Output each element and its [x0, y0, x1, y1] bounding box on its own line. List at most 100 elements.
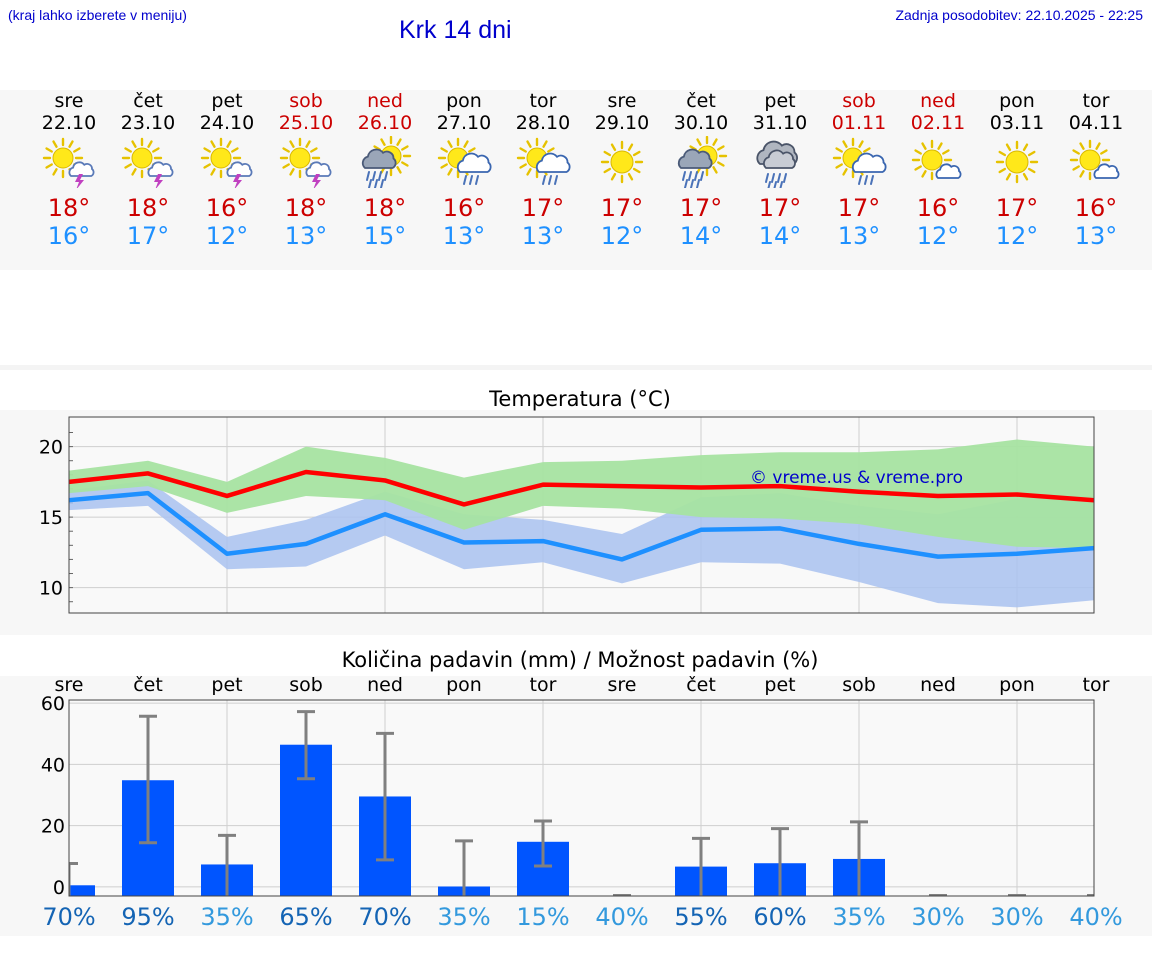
- y-tick-label: 10: [39, 578, 63, 600]
- x-tick-label: ned: [920, 674, 956, 696]
- precipitation-probability: 40%: [1069, 903, 1123, 931]
- sun-small-cloud-icon: [1069, 139, 1120, 181]
- day-column: sob 25.10 18° 13°: [266, 90, 346, 250]
- max-temperature-line: [68, 469, 1095, 507]
- day-column: čet 23.10 18° 17°: [108, 90, 188, 250]
- day-column: pet 24.10 16° 12°: [187, 90, 267, 250]
- min-temperature-line: [68, 490, 1095, 562]
- sun-cloud-thunder-icon: [121, 137, 174, 188]
- sun-icon: [995, 140, 1039, 184]
- cloud-sun-heavy-rain-icon: [677, 136, 728, 188]
- max-temperature: 18°: [363, 194, 407, 222]
- day-name: čet: [686, 90, 716, 112]
- y-tick-label: 20: [41, 816, 65, 838]
- day-date: 30.10: [673, 112, 729, 134]
- day-date: 24.10: [199, 112, 255, 134]
- dark-cloud-rain-icon: [756, 140, 798, 188]
- max-temperature: 16°: [205, 194, 249, 222]
- day-name: ned: [920, 90, 956, 112]
- sun-cloud-rain-icon: [516, 137, 571, 185]
- max-temperature: 18°: [47, 194, 91, 222]
- day-date: 01.11: [831, 112, 887, 134]
- precipitation-chart-title: Količina padavin (mm) / Možnost padavin …: [341, 648, 819, 672]
- x-tick-label: sob: [289, 674, 323, 696]
- day-name: pet: [211, 90, 243, 112]
- day-date: 29.10: [594, 112, 650, 134]
- precipitation-probability: 30%: [911, 903, 965, 931]
- max-temperature: 18°: [126, 194, 170, 222]
- y-tick-label: 0: [53, 877, 65, 899]
- day-column: tor 28.10 17° 13°: [503, 90, 583, 250]
- max-temperature-band: [69, 439, 1094, 549]
- min-temperature: 14°: [758, 222, 802, 250]
- day-name: sre: [607, 90, 637, 112]
- max-temperature: 16°: [916, 194, 960, 222]
- watermark: © vreme.us & vreme.pro: [750, 468, 963, 488]
- day-date: 31.10: [752, 112, 808, 134]
- min-temperature: 12°: [916, 222, 960, 250]
- x-tick-label: ned: [367, 674, 403, 696]
- sun-cloud-rain-icon: [437, 137, 492, 185]
- day-column: pet 31.10 17° 14°: [740, 90, 820, 250]
- divider: [0, 365, 1152, 370]
- precipitation-bar: [69, 885, 95, 896]
- precipitation-probability: 65%: [279, 903, 333, 931]
- x-tick-label: tor: [1082, 674, 1110, 696]
- day-column: ned 02.11 16° 12°: [898, 90, 978, 250]
- min-temperature: 16°: [47, 222, 91, 250]
- max-temperature: 16°: [442, 194, 486, 222]
- precipitation-probability: 70%: [42, 903, 96, 931]
- y-tick-label: 15: [39, 507, 63, 529]
- day-column: pon 03.11 17° 12°: [977, 90, 1057, 250]
- min-temperature: 13°: [1074, 222, 1118, 250]
- location-hint: (kraj lahko izberete v meniju): [8, 7, 187, 23]
- min-temperature: 13°: [521, 222, 565, 250]
- precipitation-probability: 15%: [516, 903, 570, 931]
- day-column: ned 26.10 18° 15°: [345, 90, 425, 250]
- sun-small-cloud-icon: [911, 139, 962, 181]
- max-temperature: 16°: [1074, 194, 1118, 222]
- min-temperature: 12°: [205, 222, 249, 250]
- plot-area: [69, 700, 1094, 896]
- precipitation-probability: 35%: [832, 903, 886, 931]
- sun-cloud-rain-icon: [832, 137, 887, 185]
- y-tick-label: 40: [41, 754, 65, 776]
- x-tick-label: sob: [842, 674, 876, 696]
- max-temperature: 17°: [679, 194, 723, 222]
- day-column: sob 01.11 17° 13°: [819, 90, 899, 250]
- x-tick-label: pon: [446, 674, 482, 696]
- day-name: sob: [289, 90, 323, 112]
- min-temperature: 15°: [363, 222, 407, 250]
- sun-cloud-thunder-icon: [200, 137, 253, 188]
- day-column: čet 30.10 17° 14°: [661, 90, 741, 250]
- plot-frame: [68, 416, 1095, 614]
- day-date: 26.10: [357, 112, 413, 134]
- day-date: 28.10: [515, 112, 571, 134]
- y-tick-label: 60: [41, 693, 65, 715]
- max-temperature: 17°: [600, 194, 644, 222]
- day-column: sre 29.10 17° 12°: [582, 90, 662, 250]
- precipitation-probability: 35%: [437, 903, 491, 931]
- x-tick-label: pon: [999, 674, 1035, 696]
- x-tick-label: čet: [133, 674, 163, 696]
- day-name: sob: [842, 90, 876, 112]
- day-name: čet: [133, 90, 163, 112]
- day-name: pon: [446, 90, 482, 112]
- day-date: 03.11: [989, 112, 1045, 134]
- day-column: sre 22.10 18° 16°: [29, 90, 109, 250]
- day-name: tor: [1082, 90, 1110, 112]
- y-tick-label: 20: [39, 437, 63, 459]
- precipitation-probability: 95%: [121, 903, 175, 931]
- min-temperature: 17°: [126, 222, 170, 250]
- x-tick-label: čet: [686, 674, 716, 696]
- sun-icon: [600, 140, 644, 184]
- temperature-chart: 10 15 20 © vreme.us & vreme.pro: [39, 416, 1095, 614]
- min-temperature: 14°: [679, 222, 723, 250]
- day-date: 22.10: [41, 112, 97, 134]
- max-temperature: 17°: [521, 194, 565, 222]
- day-date: 27.10: [436, 112, 492, 134]
- temperature-chart-title: Temperatura (°C): [489, 387, 671, 411]
- precipitation-probability: 70%: [358, 903, 412, 931]
- precipitation-probability: 55%: [674, 903, 728, 931]
- day-column: pon 27.10 16° 13°: [424, 90, 504, 250]
